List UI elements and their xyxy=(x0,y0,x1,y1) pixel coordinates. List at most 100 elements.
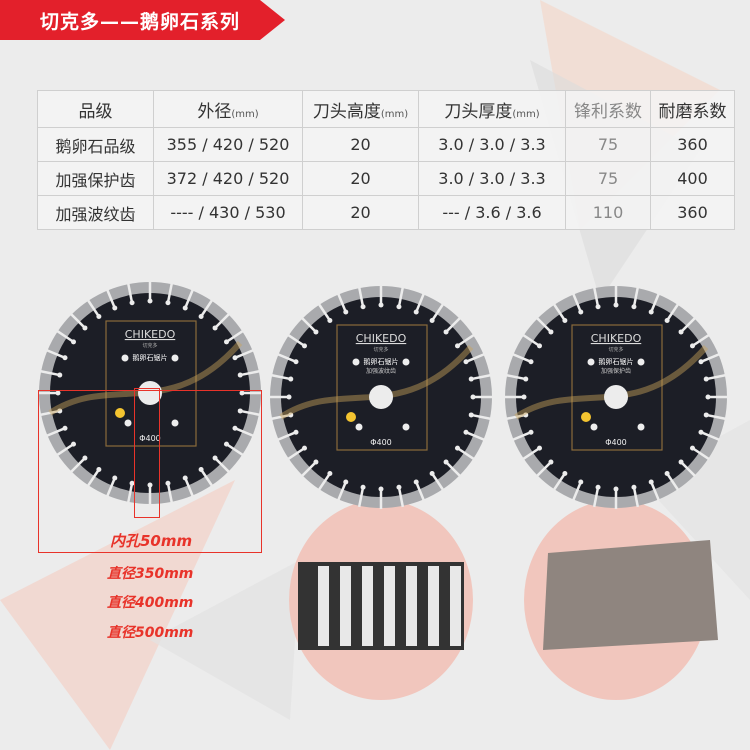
gullet-slot xyxy=(336,293,347,313)
product-subtitle: 加强保护齿 xyxy=(601,367,631,375)
cell: 75 xyxy=(565,127,651,162)
arbor-hole xyxy=(138,381,162,405)
gullet-slot xyxy=(431,472,445,491)
gullet-slot xyxy=(456,447,475,461)
gullet-slot xyxy=(277,352,297,363)
gullet-slot xyxy=(317,303,331,322)
gullet-slot xyxy=(214,457,231,474)
gullet-slot xyxy=(86,299,100,318)
gullet-slot xyxy=(126,482,134,504)
product-name: 鹅卵石锯片 xyxy=(364,357,399,366)
gullet-slot xyxy=(239,369,261,377)
cell: 加强波纹齿 xyxy=(37,195,154,230)
gullet-slot xyxy=(552,303,566,322)
gullet-slot xyxy=(666,303,680,322)
gullet-slot xyxy=(552,472,566,491)
segment-stripe xyxy=(318,566,329,646)
cell: 110 xyxy=(565,195,651,230)
gullet-slot xyxy=(270,373,292,381)
gullet-slot xyxy=(287,447,306,461)
gullet-slot xyxy=(680,461,697,478)
size-label: Φ400 xyxy=(605,438,627,447)
gullet-slot xyxy=(69,457,86,474)
header-durability: 耐磨系数 xyxy=(650,90,735,128)
cell: 鹅卵石品级 xyxy=(37,127,154,162)
gullet-slot xyxy=(300,316,317,333)
header-segment-height: 刀头高度(mm) xyxy=(302,90,419,128)
size-label: Φ400 xyxy=(370,438,392,447)
gullet-slot xyxy=(39,409,61,417)
product-name: 鹅卵石锯片 xyxy=(133,353,168,362)
gullet-slot xyxy=(592,286,600,308)
label-frame xyxy=(571,324,663,451)
gullet-slot xyxy=(56,443,75,457)
cell: 360 xyxy=(650,195,735,230)
header-grade: 品级 xyxy=(37,90,154,128)
gullet-slot xyxy=(415,293,426,313)
segment-stripe xyxy=(428,566,439,646)
gullet-slot xyxy=(357,286,365,308)
gullet-slot xyxy=(46,427,66,438)
diameter-500-label: 直径500mm xyxy=(107,625,194,641)
gullet-slot xyxy=(522,333,541,347)
segment-stripe xyxy=(406,566,417,646)
diameter-box xyxy=(38,390,262,553)
gullet-slot xyxy=(505,413,527,421)
gullet-slot xyxy=(105,289,116,309)
gullet-slot xyxy=(700,431,720,442)
gullet-slot xyxy=(225,443,244,457)
diameter-400-label: 直径400mm xyxy=(107,595,194,611)
table-header-row: 品级 外径(mm) 刀头高度(mm) 刀头厚度(mm) 锋利系数 耐磨系数 xyxy=(37,90,735,128)
spec-table: 品级 外径(mm) 刀头高度(mm) 刀头厚度(mm) 锋利系数 耐磨系数 鹅卵… xyxy=(37,90,735,230)
gullet-slot xyxy=(46,348,66,359)
brand-cn: 切克多 xyxy=(142,342,157,349)
table-row: 鹅卵石品级 355 / 420 / 520 20 3.0 / 3.0 / 3.3 75 3… xyxy=(37,127,735,162)
gullet-slot xyxy=(56,329,75,343)
gullet-slot xyxy=(39,369,61,377)
gullet-slot xyxy=(234,348,254,359)
label-frame xyxy=(336,324,428,451)
gullet-slot xyxy=(465,352,485,363)
gullet-slot xyxy=(239,409,261,417)
header-outer-diameter: 外径(mm) xyxy=(153,90,303,128)
label-frame xyxy=(105,320,197,447)
gullet-slot xyxy=(300,461,317,478)
gullet-slot xyxy=(632,486,640,508)
segment-stripe xyxy=(450,566,461,646)
gullet-slot xyxy=(200,468,214,487)
cell: 75 xyxy=(565,161,651,196)
gullet-slot xyxy=(336,481,347,501)
product-name: 鹅卵石锯片 xyxy=(599,357,634,366)
gullet-slot xyxy=(214,312,231,329)
gullet-slot xyxy=(650,481,661,501)
cell: --- / 3.6 / 3.6 xyxy=(418,195,566,230)
gullet-slot xyxy=(184,477,195,497)
cell: 360 xyxy=(650,127,735,162)
cell: 20 xyxy=(302,127,419,162)
arbor-hole xyxy=(604,385,628,409)
gullet-slot xyxy=(592,486,600,508)
gullet-slot xyxy=(86,468,100,487)
gullet-slot xyxy=(200,299,214,318)
table-row: 加强波纹齿 ---- / 430 / 530 20 --- / 3.6 / 3.6 11… xyxy=(37,195,735,230)
gullet-slot xyxy=(691,447,710,461)
gullet-slot xyxy=(431,303,445,322)
series-banner: 切克多——鹅卵石系列 xyxy=(0,0,285,40)
gullet-slot xyxy=(397,286,405,308)
gullet-slot xyxy=(397,486,405,508)
brand-logo: CHIKEDO xyxy=(125,328,176,341)
gullet-slot xyxy=(470,413,492,421)
bore-label: 内孔50mm xyxy=(110,532,193,550)
gullet-slot xyxy=(632,286,640,308)
diameter-350-label: 直径350mm xyxy=(107,566,194,582)
gullet-slot xyxy=(512,352,532,363)
gullet-slot xyxy=(105,477,116,497)
gullet-slot xyxy=(184,289,195,309)
gullet-slot xyxy=(535,316,552,333)
gullet-slot xyxy=(456,333,475,347)
gullet-slot xyxy=(666,472,680,491)
gullet-slot xyxy=(571,293,582,313)
